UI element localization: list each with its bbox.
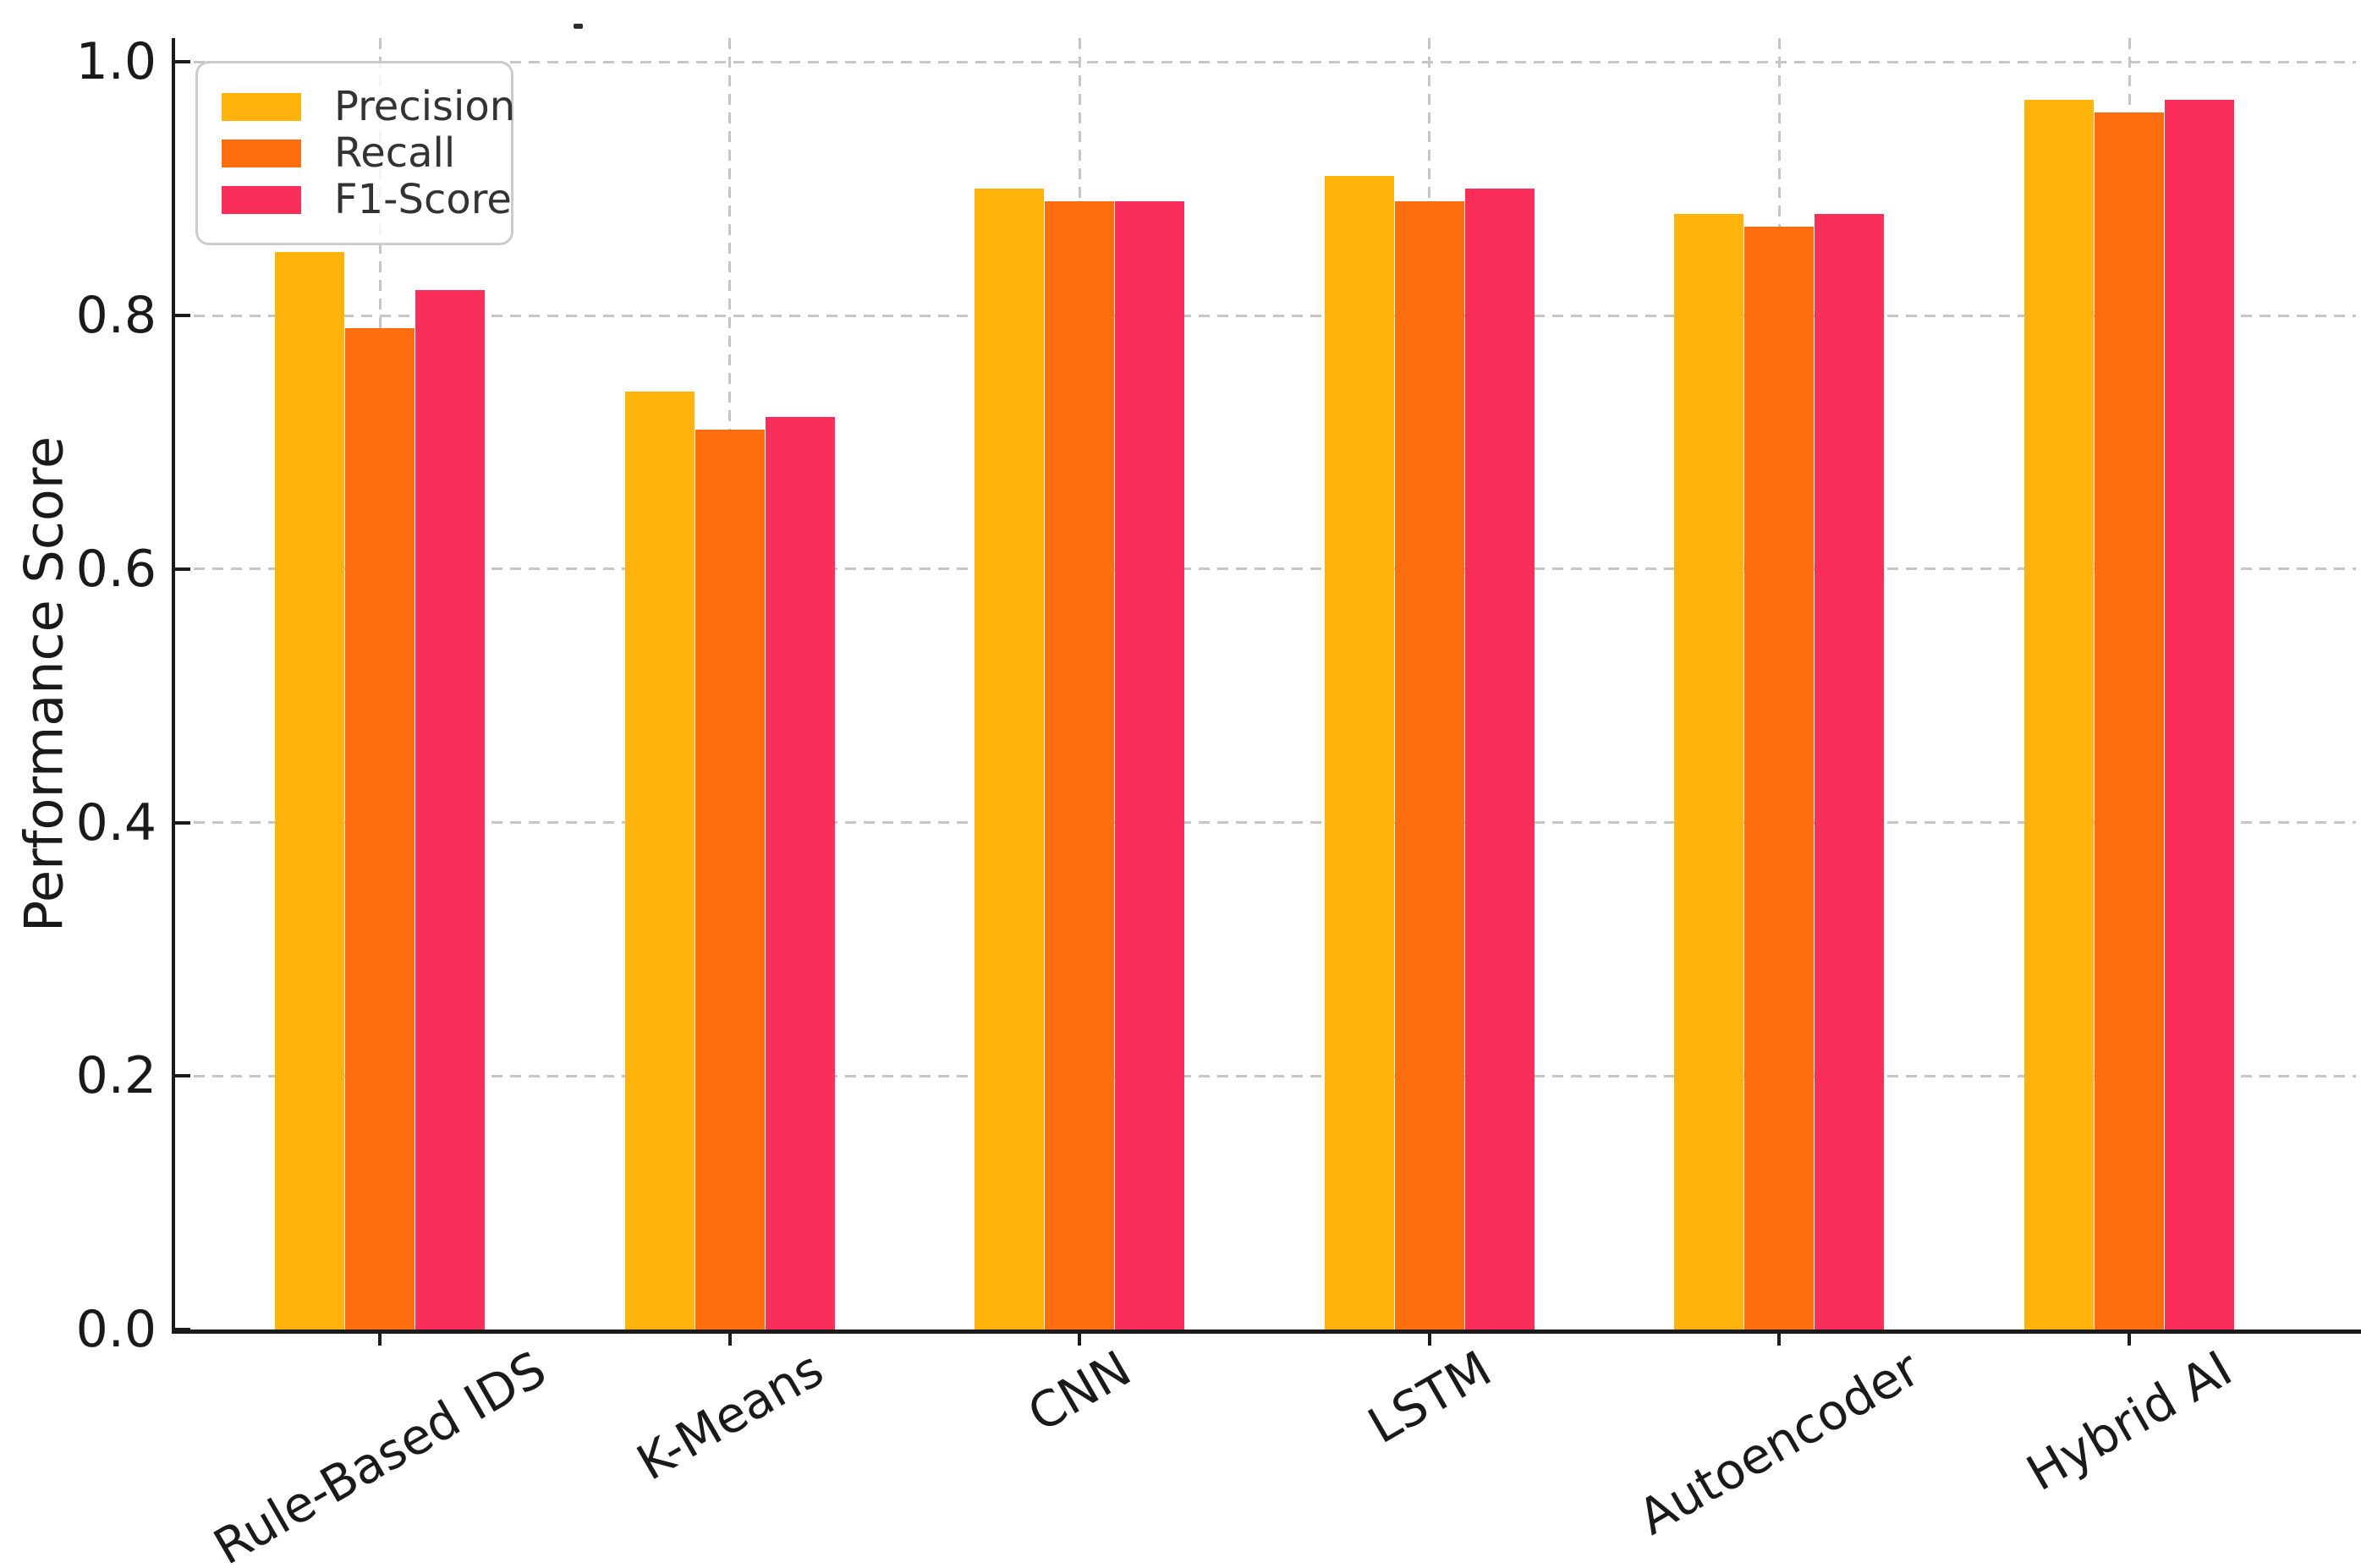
bar-precision-rule-based-ids [275, 252, 344, 1330]
legend-item-f1-score: F1-Score [222, 178, 512, 221]
bar-recall-hybrid-ai [2095, 112, 2164, 1330]
gridline-h-0.2 [175, 1074, 2356, 1077]
bar-f1-score-cnn [1115, 201, 1185, 1330]
x-tick-label-autoencoder: Autoencoder [1628, 1340, 1930, 1547]
x-tick-label-k-means: K-Means [627, 1340, 833, 1492]
gridline-h-0.8 [175, 314, 2356, 317]
plot-area [175, 38, 2356, 1331]
bar-recall-k-means [695, 430, 765, 1330]
y-tick-0.8 [175, 314, 190, 318]
y-axis-title: Performance Score [13, 436, 75, 932]
bar-recall-lstm [1394, 201, 1464, 1330]
legend-label-recall: Recall [334, 129, 456, 177]
gridline-h-0.6 [175, 567, 2356, 571]
legend-item-precision: Precision [222, 85, 515, 128]
y-tick-0.2 [175, 1074, 190, 1078]
x-tick-autoencoder [1777, 1334, 1782, 1346]
y-axis-spine [172, 38, 175, 1331]
legend: Precision Recall F1-Score [195, 61, 515, 245]
bar-recall-autoencoder [1744, 227, 1815, 1330]
legend-swatch-f1-score [222, 185, 301, 214]
x-tick-hybrid-ai [2128, 1334, 2131, 1346]
bar-f1-score-lstm [1464, 189, 1535, 1330]
y-tick-label-0.8: 0.8 [75, 286, 156, 346]
gridline-h-0.4 [175, 821, 2356, 825]
legend-item-recall: Recall [222, 132, 487, 174]
bar-precision-lstm [1324, 176, 1394, 1330]
bar-f1-score-rule-based-ids [415, 290, 485, 1330]
y-tick-label-0.6: 0.6 [75, 539, 156, 599]
bar-precision-autoencoder [1674, 214, 1744, 1330]
bar-f1-score-hybrid-ai [2165, 100, 2234, 1330]
y-tick-0.6 [175, 567, 190, 571]
legend-label-f1-score: F1-Score [334, 176, 512, 223]
legend-label-precision: Precision [334, 83, 516, 130]
y-tick-1 [175, 60, 190, 64]
bar-precision-hybrid-ai [2024, 100, 2094, 1330]
bar-f1-score-autoencoder [1815, 214, 1885, 1330]
x-tick-cnn [1078, 1334, 1082, 1346]
bar-precision-cnn [975, 189, 1045, 1330]
gridline-h-1 [175, 60, 2356, 63]
y-tick-label-0.0: 0.0 [75, 1300, 156, 1359]
x-tick-label-lstm: LSTM [1358, 1340, 1501, 1456]
x-tick-label-rule-based-ids: Rule-Based IDS [204, 1340, 556, 1568]
bar-f1-score-k-means [765, 417, 835, 1330]
x-tick-label-hybrid-ai: Hybrid AI [2017, 1340, 2242, 1503]
y-tick-label-0.4: 0.4 [75, 792, 156, 853]
x-tick-k-means [728, 1334, 732, 1346]
bar-recall-cnn [1045, 201, 1115, 1330]
bar-precision-k-means [624, 392, 695, 1330]
x-axis-spine [172, 1330, 2361, 1334]
legend-swatch-recall [222, 139, 301, 167]
y-tick-label-0.2: 0.2 [75, 1046, 156, 1106]
y-tick-0.4 [175, 820, 190, 825]
legend-swatch-precision [222, 92, 301, 121]
x-tick-lstm [1427, 1334, 1431, 1346]
bar-recall-rule-based-ids [345, 328, 415, 1330]
y-tick-label-1.0: 1.0 [75, 32, 156, 92]
stray-mark [574, 24, 583, 29]
x-tick-label-cnn: CNN [1019, 1340, 1141, 1444]
x-tick-rule-based-ids [378, 1334, 382, 1346]
